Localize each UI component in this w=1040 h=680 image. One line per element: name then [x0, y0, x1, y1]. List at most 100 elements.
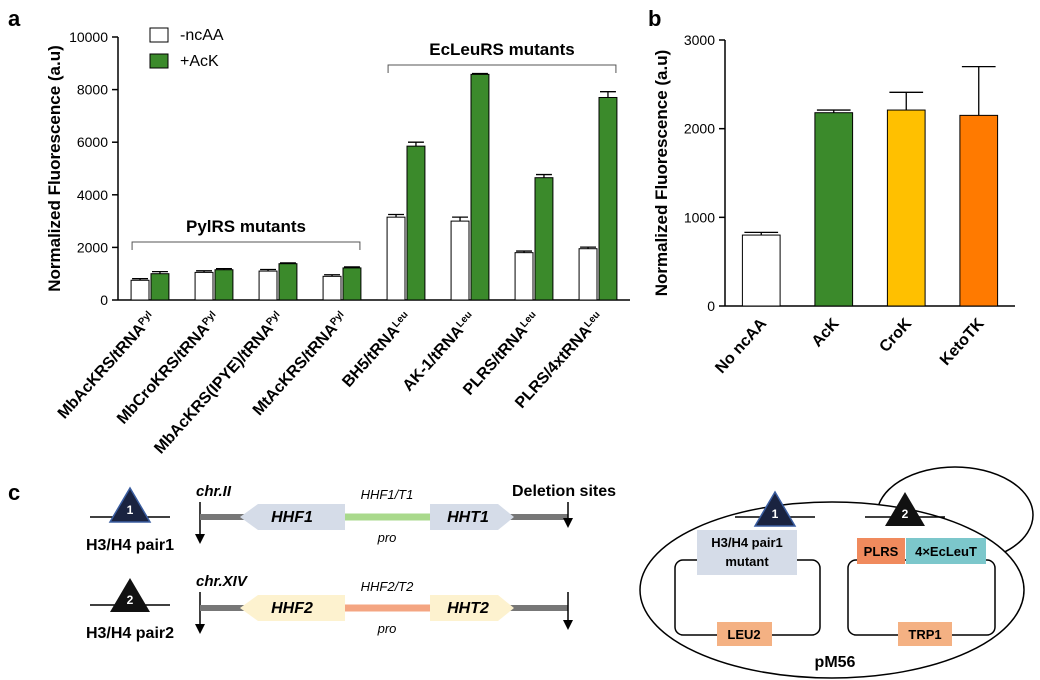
legend-swatch — [149, 53, 169, 69]
deletion-label: Deletion sites — [512, 483, 616, 500]
site-triangle — [753, 490, 797, 527]
error-bar — [344, 266, 360, 268]
site-number: 2 — [902, 507, 909, 521]
cell-diagram: H3/H4 pair1 mutant LEU2 PLRS 4×EcLeuT TR… — [639, 466, 1034, 679]
category-text: AcK — [809, 315, 843, 350]
marker-label: LEU2 — [727, 627, 760, 642]
y-tick-label: 6000 — [77, 134, 108, 150]
site-triangle — [108, 486, 152, 523]
error-bar — [472, 72, 488, 75]
chromosome-label: chr.II — [196, 483, 232, 500]
chromosome-diagram: 1 H3/H4 pair1 chr.II HHF1 HHT1 HHF1/T1 p… — [86, 483, 616, 642]
cassette — [697, 530, 797, 575]
arrowhead — [195, 534, 205, 544]
y-tick-label: 3000 — [684, 32, 715, 48]
bar — [886, 109, 926, 307]
bar — [386, 216, 406, 301]
error-bar — [408, 141, 424, 147]
bar — [322, 275, 342, 301]
legend-swatch — [149, 27, 169, 43]
legend-label: +AcK — [180, 53, 219, 70]
promoter-label: pro — [377, 621, 397, 636]
error-bar — [216, 268, 232, 270]
panel-label: b — [648, 6, 661, 31]
bar — [278, 263, 298, 301]
y-tick-label: 10000 — [69, 29, 108, 45]
bar — [214, 269, 234, 301]
gene-label: HHT1 — [447, 509, 489, 526]
error-bar — [961, 65, 996, 116]
error-bar — [580, 246, 596, 249]
y-tick-label: 2000 — [77, 239, 108, 255]
category-text: No ncAA — [712, 315, 770, 377]
gene-label: HHF2 — [271, 600, 313, 617]
bar — [258, 270, 278, 301]
y-axis-label: Normalized Fluorescence (a.u) — [45, 45, 64, 292]
promoter-label: HHF1/T1 — [361, 487, 414, 502]
y-tick-label: 8000 — [77, 82, 108, 98]
cell — [639, 501, 1025, 679]
promoter-label: pro — [377, 530, 397, 545]
cassette-label: H3/H4 pair1 — [711, 535, 783, 550]
marker-label: TRP1 — [908, 627, 941, 642]
error-bar — [152, 270, 168, 274]
error-bar — [132, 278, 148, 281]
x-tick-label: CroK — [876, 315, 915, 356]
category-text: AK-1/tRNA — [400, 322, 468, 394]
bar — [470, 73, 490, 301]
legend-label: -ncAA — [180, 27, 224, 44]
bar — [150, 273, 170, 301]
arrowhead — [563, 620, 573, 630]
pair-label: H3/H4 pair2 — [86, 625, 174, 642]
error-bar — [816, 109, 851, 113]
annotation: PylRS mutants — [186, 217, 306, 236]
bar — [406, 145, 426, 301]
arrowhead — [195, 624, 205, 634]
marker-box — [898, 622, 952, 646]
site-triangle — [110, 578, 150, 612]
site-number: 1 — [772, 507, 779, 521]
gene-arrow — [430, 504, 514, 530]
gene-arrow — [430, 595, 514, 621]
category-text: KetoTK — [937, 315, 988, 369]
cassette — [857, 538, 905, 564]
error-bar — [536, 173, 552, 178]
gene-label: HHF1 — [271, 509, 313, 526]
site-triangle — [885, 492, 925, 526]
panel-label: a — [8, 6, 21, 31]
chromosome-label: chr.XIV — [196, 573, 249, 590]
cassette — [906, 538, 986, 564]
cassette-label: PLRS — [864, 544, 899, 559]
error-bar — [196, 270, 212, 273]
error-bar — [260, 268, 276, 272]
annotation: EcLeuRS mutants — [429, 40, 574, 59]
y-tick-label: 0 — [707, 298, 715, 314]
y-tick-label: 0 — [100, 292, 108, 308]
site-number: 2 — [127, 593, 134, 607]
error-bar — [388, 213, 404, 218]
bar — [578, 248, 598, 301]
arrowhead — [563, 518, 573, 528]
gene-arrow — [240, 595, 345, 621]
category-text: MbAcKRS(IPYE)/tRNA — [151, 320, 277, 457]
promoter-label: HHF2/T2 — [361, 579, 415, 594]
y-tick-label: 4000 — [77, 187, 108, 203]
marker-box — [717, 622, 772, 646]
x-tick-label: KetoTK — [937, 315, 988, 369]
pair-label: H3/H4 pair1 — [86, 537, 174, 554]
y-tick-label: 2000 — [684, 121, 715, 137]
bar — [194, 271, 214, 301]
bar — [534, 177, 554, 301]
error-bar — [516, 250, 532, 253]
bar — [450, 220, 470, 301]
bar — [130, 279, 150, 301]
gene-label: HHT2 — [447, 600, 489, 617]
y-tick-label: 1000 — [684, 209, 715, 225]
error-bar — [744, 231, 779, 236]
bar — [741, 234, 781, 307]
site-number: 1 — [127, 503, 134, 517]
plasmid-name: pM56 — [815, 654, 856, 671]
bar — [959, 114, 999, 307]
